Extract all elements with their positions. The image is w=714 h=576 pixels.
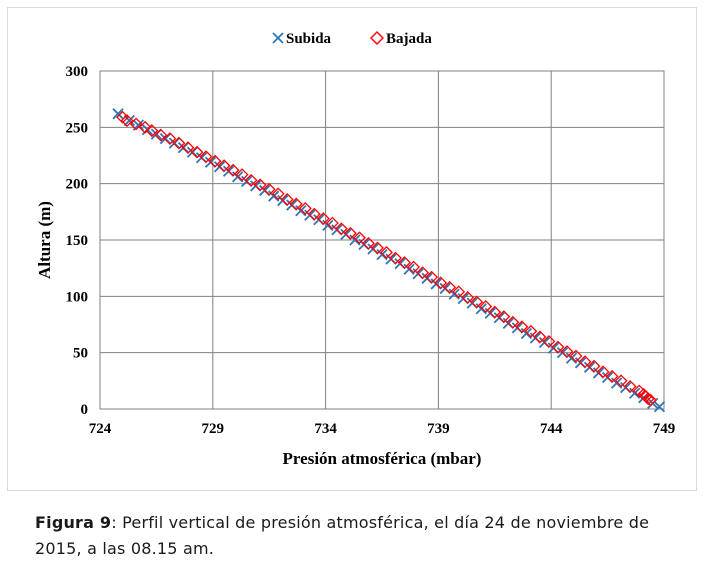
bajada-point — [560, 345, 574, 358]
figure-caption: Figura 9: Perfil vertical de presión atm… — [35, 510, 695, 562]
bajada-point — [343, 226, 357, 240]
bajada-point — [138, 120, 152, 134]
bajada-point — [163, 132, 177, 146]
y-tick-label: 100 — [66, 289, 89, 305]
bajada-point — [120, 114, 134, 127]
plot-area-border — [99, 70, 665, 410]
y-tick-label: 300 — [66, 64, 89, 80]
bajada-point — [551, 340, 565, 354]
bajada-point — [452, 285, 466, 299]
bajada-point — [506, 315, 520, 329]
bajada-point — [325, 216, 339, 230]
bajada-point — [371, 241, 384, 255]
bajada-point — [389, 251, 402, 265]
bajada-point — [479, 300, 493, 313]
bajada-point — [280, 193, 294, 206]
bajada-point — [578, 355, 592, 369]
x-tick-label: 734 — [314, 421, 337, 437]
y-tick-labels: 0 50 100 150 200 250 300 — [66, 64, 89, 418]
subida-point — [168, 137, 181, 149]
bajada-point — [353, 231, 366, 245]
figure-label: Figura 9 — [35, 513, 112, 532]
bajada-point — [434, 276, 448, 290]
bajada-point — [181, 141, 195, 155]
bajada-point — [407, 260, 421, 274]
bajada-point — [470, 295, 484, 309]
bajada-point — [416, 266, 430, 280]
y-tick-label: 0 — [81, 402, 89, 418]
bajada-point — [587, 359, 601, 373]
subida-point — [186, 146, 199, 158]
subida-point — [177, 141, 190, 154]
subida-point — [159, 132, 172, 145]
x-tick-label: 744 — [540, 421, 563, 437]
legend-item-subida: Subida — [272, 31, 332, 47]
y-axis-label: Altura (m) — [35, 201, 54, 279]
bajada-point — [398, 256, 411, 269]
bajada-point — [362, 236, 375, 250]
bajada-point — [623, 380, 637, 393]
bajada-point — [253, 178, 267, 192]
bajada-point — [154, 128, 168, 142]
legend-x-marker-icon — [272, 32, 284, 44]
bajada-point — [533, 330, 547, 344]
legend-diamond-marker-icon — [370, 31, 384, 45]
bajada-point — [524, 324, 538, 338]
legend: Subida Bajada — [272, 31, 432, 47]
series-bajada — [116, 110, 657, 407]
subida-point — [653, 401, 666, 413]
x-tick-label: 749 — [653, 421, 676, 437]
legend-item-bajada: Bajada — [370, 31, 432, 47]
bajada-point — [226, 163, 240, 177]
bajada-point — [596, 365, 610, 379]
bajada-point — [235, 168, 249, 182]
subida-point — [123, 114, 135, 127]
bajada-point — [569, 349, 583, 363]
bajada-point — [298, 202, 312, 215]
y-tick-label: 200 — [66, 177, 89, 193]
bajada-point — [145, 124, 159, 138]
bajada-point — [542, 334, 556, 348]
y-tick-label: 150 — [66, 233, 89, 249]
x-tick-label: 724 — [89, 421, 112, 437]
y-tick-label: 50 — [73, 346, 88, 362]
bajada-point — [488, 305, 502, 319]
bajada-point — [199, 150, 213, 164]
chart-frame: 0 50 100 150 200 250 300 724 729 734 739 744 749 Su… — [7, 7, 697, 491]
bajada-point — [443, 280, 457, 294]
scatter-chart: 0 50 100 150 200 250 300 724 729 734 739 744 749 Su… — [35, 31, 676, 468]
bajada-point — [641, 392, 655, 406]
bajada-point — [334, 222, 348, 236]
bajada-point — [461, 291, 475, 304]
bajada-point — [172, 136, 186, 150]
caption-text: : Perfil vertical de presión atmosférica… — [35, 513, 650, 558]
bajada-point — [262, 182, 276, 196]
y-tick-label: 250 — [66, 120, 89, 136]
bajada-point — [289, 197, 303, 211]
legend-label-subida: Subida — [286, 31, 332, 47]
bajada-point — [614, 374, 628, 388]
bajada-point — [208, 154, 222, 168]
bajada-point — [190, 145, 204, 159]
subida-point — [112, 108, 124, 120]
bajada-point — [217, 159, 231, 173]
x-tick-label: 739 — [427, 421, 450, 437]
bajada-point — [380, 245, 393, 259]
bajada-point — [129, 117, 143, 131]
series-subida — [112, 108, 666, 413]
bajada-point — [307, 207, 321, 221]
x-tick-label: 729 — [202, 421, 225, 437]
bajada-point — [605, 369, 619, 383]
x-axis-label: Presión atmosférica (mbar) — [283, 449, 482, 468]
bajada-point — [497, 310, 511, 324]
bajada-point — [644, 393, 657, 407]
bajada-point — [316, 212, 330, 226]
x-tick-labels: 724 729 734 739 744 749 — [89, 421, 676, 437]
bajada-point — [515, 320, 529, 334]
bajada-point — [425, 270, 439, 284]
legend-label-bajada: Bajada — [386, 31, 432, 47]
bajada-point — [271, 187, 285, 201]
bajada-point — [244, 173, 258, 187]
